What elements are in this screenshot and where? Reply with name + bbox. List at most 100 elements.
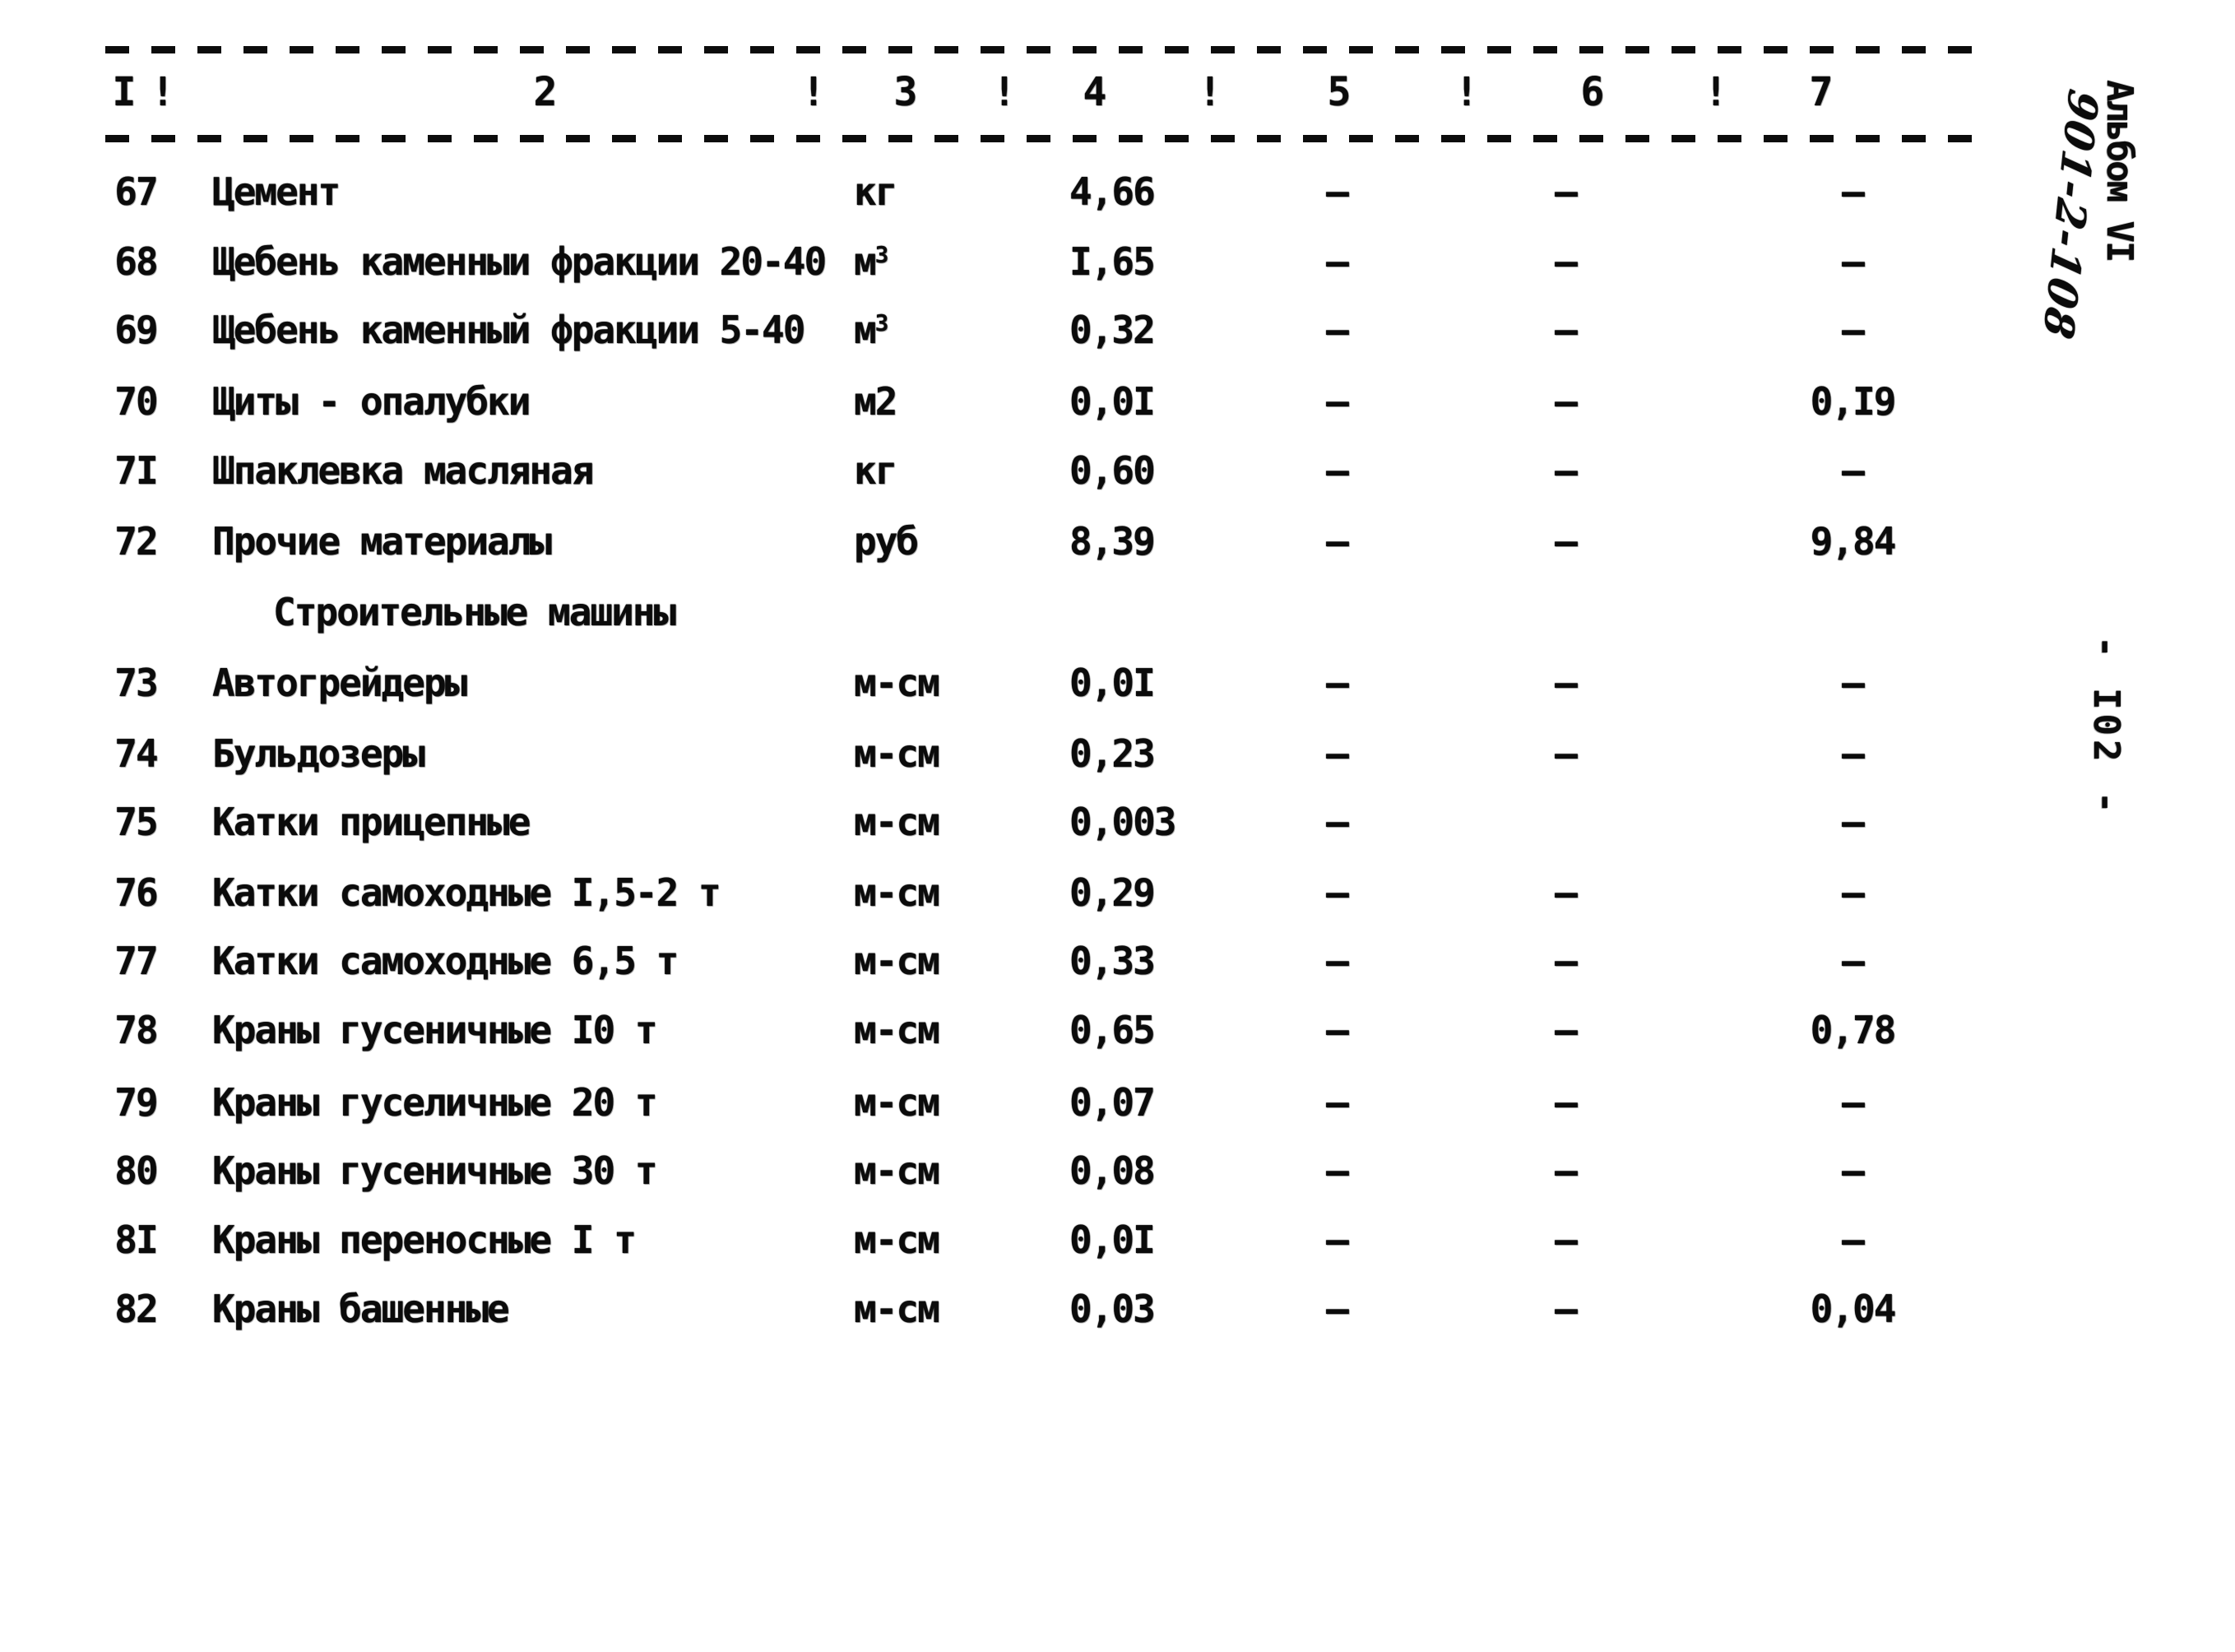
cell-unit: м-см [854, 1149, 940, 1193]
cell-num: 75 [114, 800, 158, 844]
cell-name: Автогрейдеры [212, 661, 467, 705]
cell-c4: 0,23 [1069, 731, 1156, 776]
cell-unit: м-см [854, 1218, 940, 1262]
dashed-rule-top [105, 46, 1979, 53]
cell-c4: 8,39 [1069, 519, 1156, 564]
cell-unit: м-см [854, 870, 940, 915]
column-header-2: 2 [533, 69, 558, 115]
cell-c4: 0,03 [1069, 1287, 1156, 1331]
cell-c4: 0,0I [1069, 1218, 1156, 1262]
cell-c5: – [1326, 308, 1349, 352]
cell-num: 79 [114, 1080, 158, 1125]
cell-c4: 0,0I [1069, 661, 1156, 705]
cell-c7: – [1842, 731, 1865, 776]
cell-c6: – [1555, 1287, 1578, 1331]
cell-c4: 0,29 [1069, 870, 1156, 915]
cell-c5: – [1326, 239, 1349, 284]
cell-c4: 0,33 [1069, 939, 1156, 983]
cell-name: Щебень каменный фракции 5-40 [212, 308, 805, 352]
cell-num: 72 [114, 519, 158, 564]
cell-name: Катки самоходные I,5-2 т [212, 870, 721, 915]
cell-name: Щиты - опалубки [212, 379, 531, 424]
cell-c7: – [1842, 1080, 1865, 1125]
cell-unit: м-см [854, 939, 940, 983]
cell-unit: м-см [854, 800, 940, 844]
cell-unit: кг [854, 448, 897, 493]
cell-c5: – [1326, 448, 1349, 493]
column-header-3: 3 [893, 69, 918, 115]
cell-c5: – [1326, 731, 1349, 776]
cell-num: 76 [114, 870, 158, 915]
cell-name: Шпаклевка масляная [212, 448, 594, 493]
cell-c5: – [1326, 1149, 1349, 1193]
cell-c4: 0,65 [1069, 1008, 1156, 1052]
cell-c7: – [1842, 800, 1865, 844]
cell-num: 8I [114, 1218, 158, 1262]
column-separator: ! [801, 69, 826, 115]
cell-unit: м3 [854, 239, 888, 284]
column-separator: ! [1704, 69, 1728, 115]
unit-superscript: 3 [874, 309, 889, 336]
cell-c7: – [1842, 661, 1865, 705]
cell-num: 73 [114, 661, 158, 705]
cell-c7: – [1842, 239, 1865, 284]
cell-name: Краны гуселичные 20 т [212, 1080, 658, 1125]
section-header: Строительные машины [273, 590, 676, 634]
dashed-rule-bottom [105, 135, 1979, 142]
cell-c4: 0,32 [1069, 308, 1156, 352]
cell-c5: – [1326, 1008, 1349, 1052]
cell-c5: – [1326, 1287, 1349, 1331]
cell-c6: – [1555, 379, 1578, 424]
cell-c7: 9,84 [1810, 519, 1897, 564]
unit-superscript: 3 [874, 240, 889, 268]
cell-c4: 0,08 [1069, 1149, 1156, 1193]
cell-unit: руб [854, 519, 919, 564]
cell-c7: – [1842, 939, 1865, 983]
column-separator: ! [151, 69, 175, 115]
cell-num: 74 [114, 731, 158, 776]
cell-c4: 0,60 [1069, 448, 1156, 493]
cell-c7: 0,78 [1810, 1008, 1897, 1052]
column-header-1: I [112, 69, 137, 115]
cell-c6: – [1555, 239, 1578, 284]
column-separator: ! [1198, 69, 1222, 115]
cell-num: 78 [114, 1008, 158, 1052]
cell-num: 69 [114, 308, 158, 352]
cell-name: Краны башенные [212, 1287, 510, 1331]
cell-c6: – [1555, 169, 1578, 214]
column-header-4: 4 [1083, 69, 1107, 115]
cell-c6: – [1555, 1149, 1578, 1193]
cell-name: Катки прицепные [212, 800, 531, 844]
cell-c5: – [1326, 870, 1349, 915]
cell-num: 80 [114, 1149, 158, 1193]
cell-num: 77 [114, 939, 158, 983]
cell-name: Краны гусеничные I0 т [212, 1008, 658, 1052]
cell-name: Щебень каменныи фракции 20-40 [212, 239, 827, 284]
cell-c4: 4,66 [1069, 169, 1156, 214]
column-separator: ! [992, 69, 1017, 115]
cell-unit: м-см [854, 1008, 940, 1052]
cell-c6: – [1555, 448, 1578, 493]
cell-c7: – [1842, 1149, 1865, 1193]
cell-c6: – [1555, 939, 1578, 983]
cell-c5: – [1326, 379, 1349, 424]
cell-c7: – [1842, 870, 1865, 915]
cell-c6: – [1555, 308, 1578, 352]
cell-name: Краны гусеничные 30 т [212, 1149, 658, 1193]
cell-c5: – [1326, 1218, 1349, 1262]
cell-name: Цемент [212, 169, 341, 214]
cell-c6: – [1555, 519, 1578, 564]
cell-name: Краны переносные I т [212, 1218, 637, 1262]
cell-num: 68 [114, 239, 158, 284]
series-handwritten-note: 901-2-108 [2033, 85, 2107, 346]
page-number: - I02 - [2085, 636, 2127, 818]
cell-num: 7I [114, 448, 158, 493]
cell-unit: м-см [854, 731, 940, 776]
cell-c4: 0,0I [1069, 379, 1156, 424]
cell-c5: – [1326, 519, 1349, 564]
column-separator: ! [1454, 69, 1479, 115]
cell-c4: I,65 [1069, 239, 1156, 284]
cell-c7: – [1842, 169, 1865, 214]
cell-c4: 0,07 [1069, 1080, 1156, 1125]
